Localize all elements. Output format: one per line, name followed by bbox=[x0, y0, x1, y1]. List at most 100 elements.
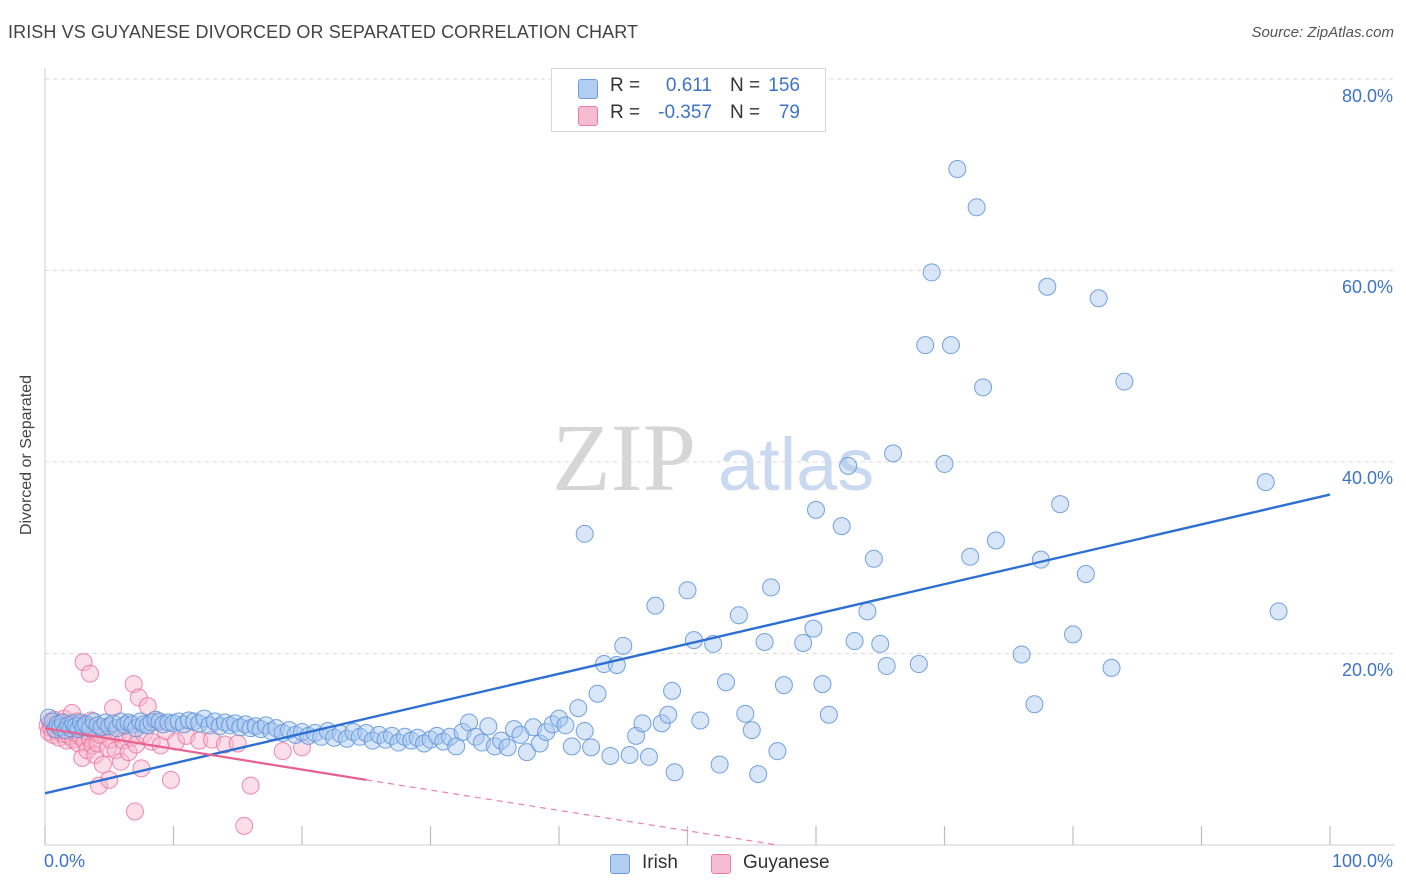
irish-point bbox=[620, 745, 639, 764]
irish-point bbox=[986, 531, 1005, 550]
irish-point bbox=[582, 738, 601, 757]
irish-point bbox=[935, 454, 954, 473]
guyanese-swatch bbox=[578, 106, 598, 126]
irish-point bbox=[742, 721, 761, 740]
guyanese-point bbox=[273, 742, 292, 761]
irish-point bbox=[1025, 695, 1044, 714]
irish-point bbox=[717, 673, 736, 692]
correlation-stats-box: R = 0.611 N = 156 R = -0.357 N = 79 bbox=[551, 68, 826, 132]
irish-point bbox=[1064, 625, 1082, 644]
irish-point bbox=[864, 549, 883, 568]
irish-point bbox=[569, 699, 588, 718]
guyanese-point bbox=[125, 802, 144, 821]
irish-point bbox=[659, 705, 678, 724]
guyanese-trend-line bbox=[44, 727, 367, 781]
irish-point bbox=[749, 765, 768, 784]
irish-point bbox=[1089, 289, 1108, 308]
irish-point bbox=[839, 456, 858, 475]
legend-label-irish: Irish bbox=[642, 852, 678, 873]
irish-point bbox=[967, 198, 986, 217]
watermark: ZIP atlas bbox=[552, 404, 874, 511]
guyanese-point bbox=[235, 816, 254, 835]
irish-point bbox=[663, 681, 682, 700]
watermark-atlas: atlas bbox=[718, 423, 874, 506]
irish-point bbox=[1256, 473, 1275, 492]
irish-point bbox=[774, 676, 793, 695]
irish-point bbox=[1051, 495, 1070, 514]
irish-point bbox=[633, 714, 652, 733]
guyanese-points bbox=[38, 653, 311, 835]
irish-point bbox=[768, 742, 787, 761]
irish-point bbox=[517, 743, 536, 762]
irish-point bbox=[916, 336, 935, 355]
irish-swatch bbox=[610, 854, 630, 874]
irish-point bbox=[922, 263, 941, 282]
irish-point bbox=[205, 712, 224, 731]
y-tick-label: 20.0% bbox=[1341, 660, 1393, 680]
stats-row-guyanese: R = -0.357 N = 79 bbox=[552, 102, 825, 128]
irish-point bbox=[1038, 277, 1057, 296]
irish-point bbox=[614, 636, 633, 655]
watermark-zip: ZIP bbox=[552, 404, 696, 511]
y-tick-label: 80.0% bbox=[1341, 86, 1393, 106]
r-label: R = bbox=[610, 75, 641, 96]
guyanese-point bbox=[74, 653, 93, 672]
irish-point bbox=[710, 755, 729, 774]
guyanese-point bbox=[161, 770, 180, 789]
guyanese-n-value: 79 bbox=[778, 102, 800, 123]
irish-trend-line bbox=[44, 493, 1331, 795]
chart-legend: Irish Guyanese bbox=[0, 852, 1406, 878]
irish-point bbox=[762, 578, 781, 597]
irish-point bbox=[575, 722, 594, 741]
irish-points bbox=[39, 160, 1288, 784]
r-label: R = bbox=[610, 102, 641, 123]
irish-point bbox=[858, 602, 877, 621]
trend-lines bbox=[44, 493, 1331, 846]
irish-point bbox=[74, 718, 93, 737]
stats-row-irish: R = 0.611 N = 156 bbox=[552, 75, 825, 101]
guyanese-swatch bbox=[711, 854, 731, 874]
source-label: Source: ZipAtlas.com bbox=[1251, 24, 1394, 41]
guyanese-point bbox=[119, 743, 138, 762]
irish-n-value: 156 bbox=[768, 75, 800, 96]
irish-swatch bbox=[578, 79, 598, 99]
guyanese-point bbox=[111, 752, 130, 771]
x-tick-label-min: 0.0% bbox=[44, 851, 86, 871]
irish-point bbox=[159, 713, 178, 732]
irish-point bbox=[179, 711, 198, 730]
irish-point bbox=[884, 444, 903, 463]
irish-point bbox=[665, 763, 684, 782]
irish-point bbox=[909, 655, 928, 674]
irish-point bbox=[736, 704, 755, 723]
axes bbox=[44, 68, 1395, 846]
y-tick-label: 60.0% bbox=[1341, 277, 1393, 297]
irish-point bbox=[231, 718, 250, 737]
irish-point bbox=[678, 581, 697, 600]
guyanese-r-value: -0.357 bbox=[658, 102, 712, 123]
irish-point bbox=[804, 619, 823, 638]
guyanese-trend-extension bbox=[366, 779, 778, 846]
irish-point bbox=[832, 517, 851, 536]
irish-point bbox=[941, 336, 960, 355]
irish-point bbox=[562, 737, 581, 756]
irish-point bbox=[498, 738, 517, 757]
irish-point bbox=[974, 378, 993, 397]
irish-point bbox=[550, 709, 568, 728]
irish-point bbox=[530, 734, 549, 753]
irish-point bbox=[819, 705, 838, 724]
irish-point bbox=[813, 675, 832, 694]
irish-point bbox=[871, 634, 890, 653]
irish-point bbox=[1115, 372, 1134, 391]
guyanese-point bbox=[241, 776, 260, 795]
irish-point bbox=[479, 717, 498, 736]
irish-point bbox=[537, 723, 556, 742]
irish-point bbox=[755, 633, 774, 652]
irish-point bbox=[575, 524, 594, 543]
irish-point bbox=[877, 656, 896, 675]
irish-point bbox=[794, 633, 813, 652]
guyanese-point bbox=[93, 755, 112, 774]
guyanese-point bbox=[104, 699, 123, 718]
irish-point bbox=[601, 746, 620, 765]
irish-point bbox=[1012, 645, 1031, 664]
irish-point bbox=[556, 716, 575, 735]
